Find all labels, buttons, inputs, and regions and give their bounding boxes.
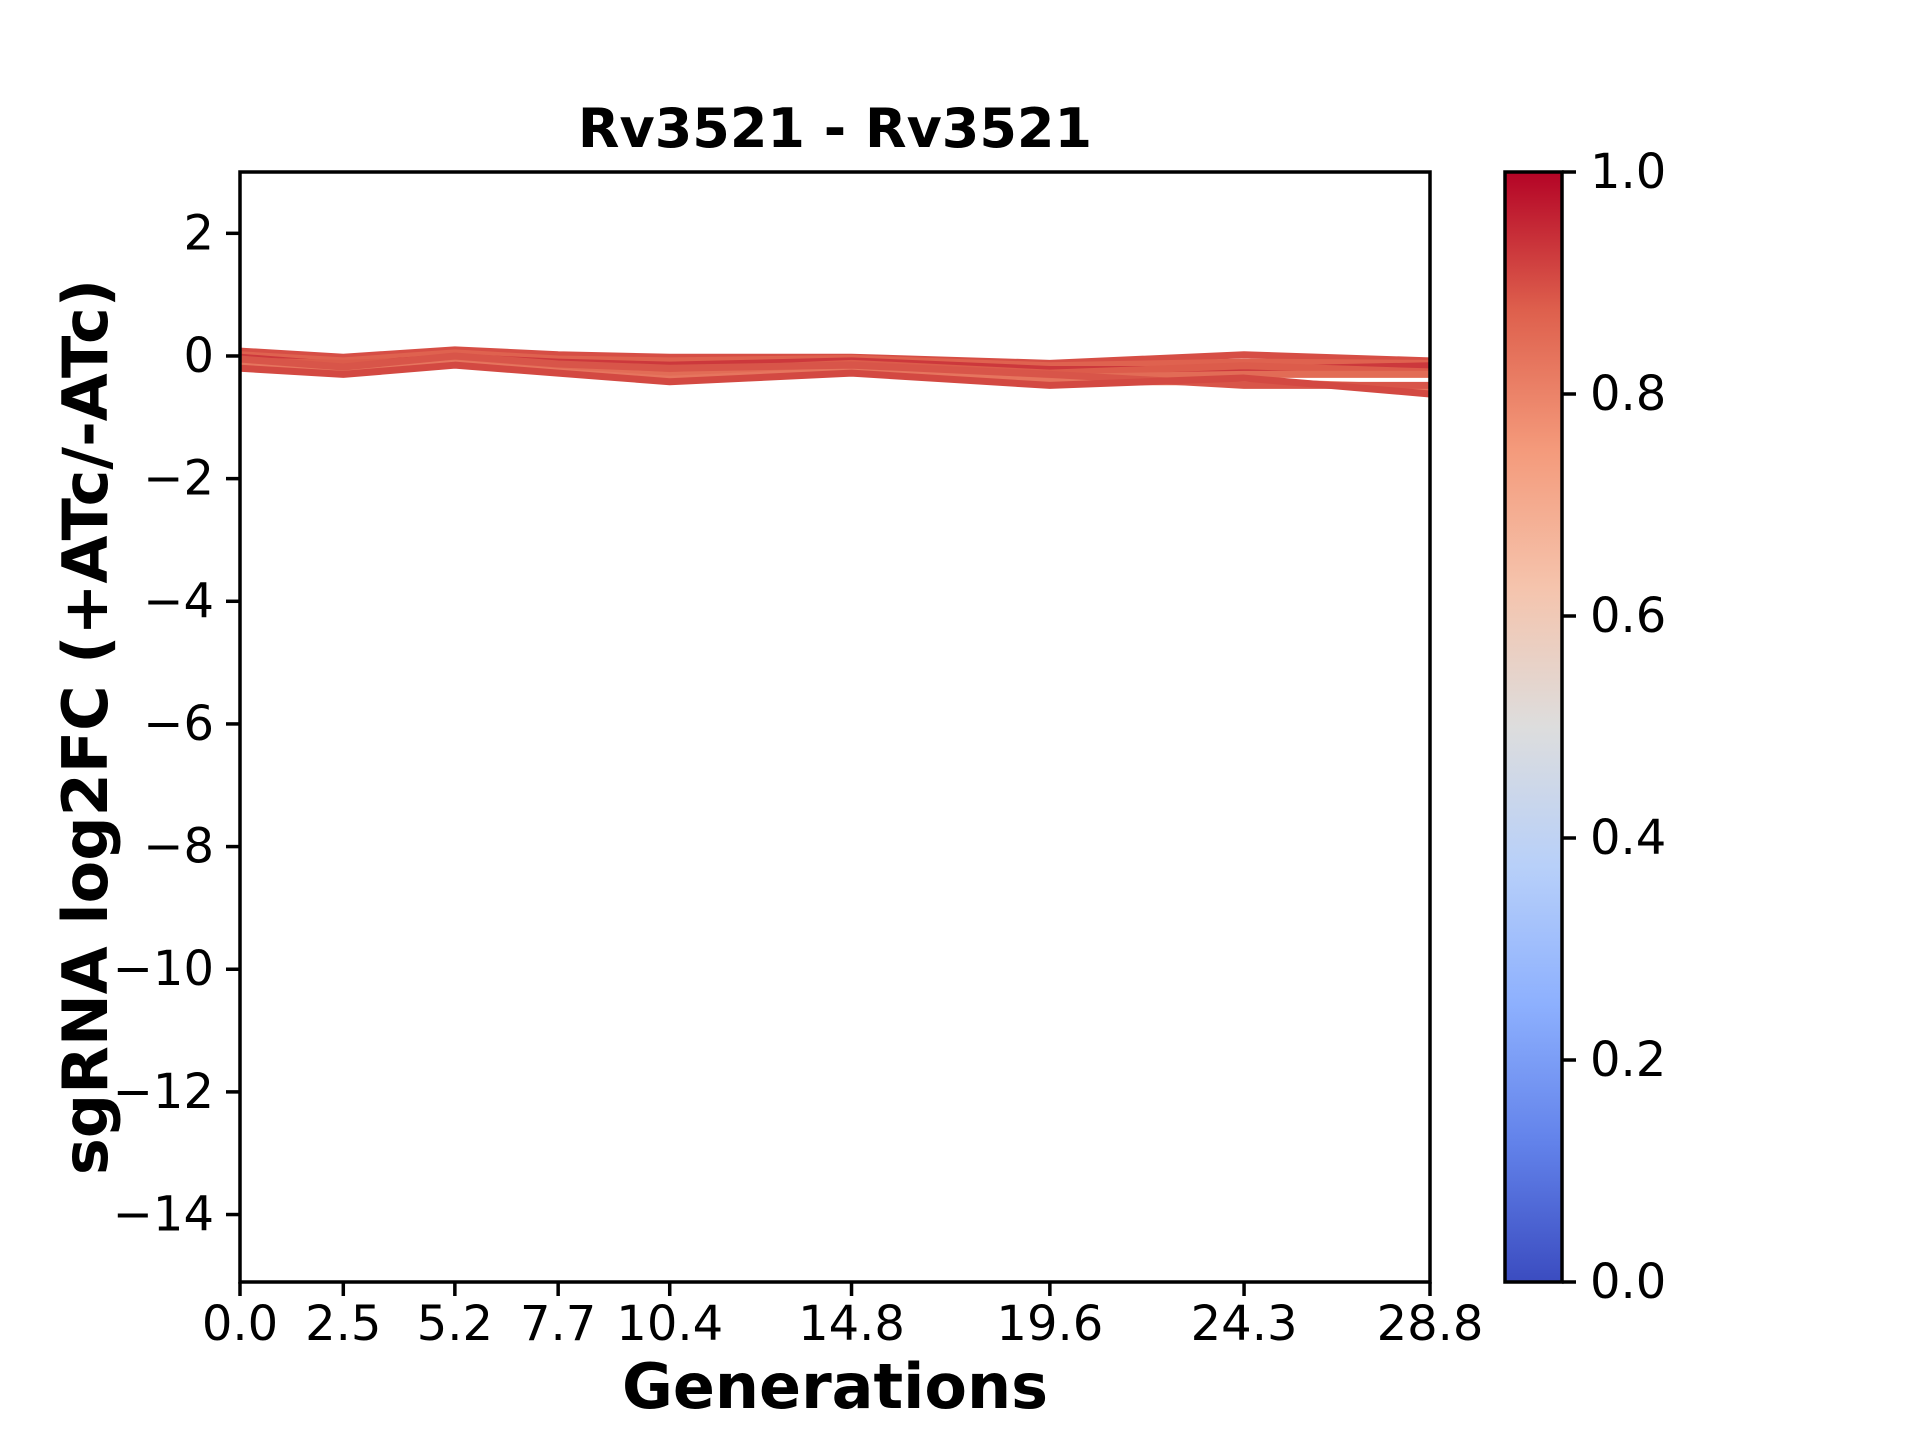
x-tick-label: 19.6 [996,1296,1103,1352]
colorbar-tick-label: 0.0 [1590,1254,1666,1310]
x-tick-label: 5.2 [417,1296,493,1352]
sgrna-line-8 [240,361,1430,398]
colorbar-ticks: 1.0 0.8 0.6 0.4 0.2 0.0 [1562,144,1666,1310]
y-tick-label: −2 [143,451,214,507]
y-tick-label: −10 [113,941,214,997]
colorbar-tick-label: 1.0 [1590,144,1666,200]
y-tick-label: −4 [143,573,214,629]
sgrna-line-2 [240,349,1430,370]
x-axis-label: Generations [621,1350,1049,1423]
colorbar-tick-label: 0.8 [1590,366,1666,422]
sgrna-lines [240,346,1430,398]
colorbar-tick-label: 0.2 [1590,1032,1666,1088]
colorbar-tick-label: 0.6 [1590,588,1666,644]
colorbar [1503,170,1564,1284]
x-tick-label: 14.8 [798,1296,905,1352]
x-tick-label: 28.8 [1377,1296,1484,1352]
x-tick-label: 0.0 [202,1296,278,1352]
colorbar-tick-label: 0.4 [1590,810,1666,866]
x-tick-label: 2.5 [305,1296,381,1352]
y-tick-label: −14 [113,1187,214,1243]
x-tick-label: 24.3 [1191,1296,1298,1352]
axes-spines [238,170,1432,1284]
chart-title: Rv3521 - Rv3521 [577,97,1093,160]
x-axis-ticks: 0.0 2.5 5.2 7.7 10.4 14.8 19.6 24.3 28.8 [202,1282,1484,1352]
y-tick-label: 2 [183,205,214,261]
y-axis-ticks: 2 0 −2 −4 −6 −8 −10 −12 −14 [113,205,240,1243]
y-tick-label: −6 [143,696,214,752]
y-tick-label: 0 [183,328,214,384]
x-tick-label: 7.7 [520,1296,596,1352]
y-tick-label: −12 [113,1064,214,1120]
x-tick-label: 10.4 [616,1296,723,1352]
y-tick-label: −8 [143,819,214,875]
